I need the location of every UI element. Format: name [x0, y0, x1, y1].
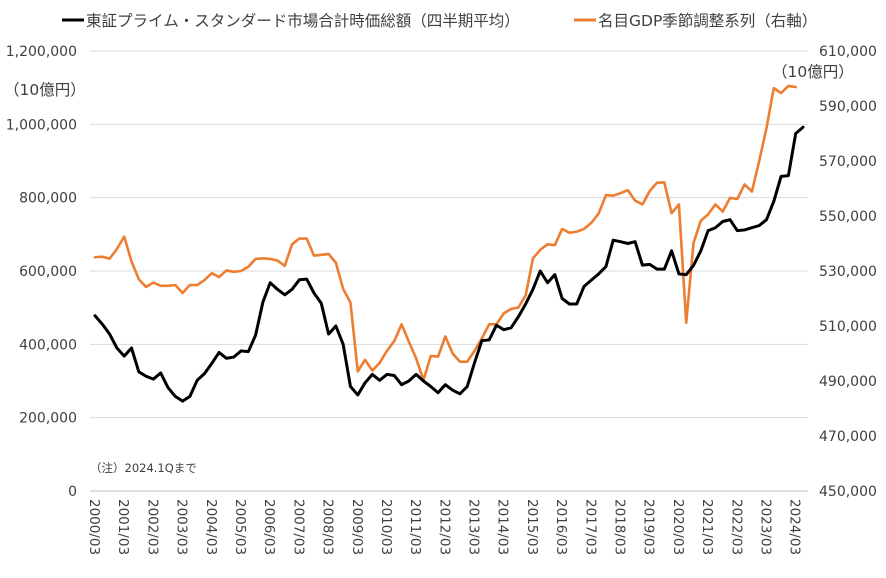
right-tick-label: 470,000: [819, 429, 877, 445]
x-tick-label: 2019/03: [641, 499, 657, 555]
right-tick-label: 570,000: [819, 154, 877, 170]
x-axis-tick-labels: 2000/03 2001/03 2002/03 2003/03 2004/03 2005/…: [86, 499, 803, 555]
x-tick-label: 2011/03: [407, 499, 423, 555]
footnote: （注）2024.1Qまで: [90, 461, 197, 475]
x-tick-label: 2006/03: [261, 499, 277, 555]
right-tick-label: 450,000: [819, 484, 877, 500]
x-tick-label: 2001/03: [115, 499, 131, 555]
x-tick-label: 2000/03: [86, 499, 102, 555]
right-tick-label: 530,000: [819, 264, 877, 280]
left-tick-label: 1,200,000: [6, 44, 77, 60]
x-tick-label: 2018/03: [612, 499, 628, 555]
x-tick-label: 2008/03: [320, 499, 336, 555]
right-axis-tick-labels: 450,000 470,000 490,000 510,000 530,000 550,0…: [819, 44, 877, 500]
x-tick-label: 2012/03: [436, 499, 452, 555]
x-tick-label: 2021/03: [699, 499, 715, 555]
right-tick-label: 550,000: [819, 209, 877, 225]
x-tick-label: 2022/03: [728, 499, 744, 555]
x-tick-label: 2002/03: [144, 499, 160, 555]
horizontal-gridlines: [90, 50, 808, 419]
x-tick-label: 2024/03: [787, 499, 803, 555]
left-tick-label: 400,000: [19, 337, 77, 353]
x-tick-label: 2023/03: [758, 499, 774, 555]
left-tick-label: 1,000,000: [6, 117, 77, 133]
series-lines: [93, 84, 805, 403]
legend-label-gdp: 名目GDP季節調整系列（右軸）: [598, 12, 817, 30]
x-tick-label: 2020/03: [670, 499, 686, 555]
x-tick-label: 2015/03: [524, 499, 540, 555]
x-tick-label: 2007/03: [290, 499, 306, 555]
right-axis-unit: （10億円）: [772, 63, 854, 81]
legend-label-market-cap: 東証プライム・スタンダード市場合計時価総額（四半期平均）: [86, 12, 520, 30]
legend: 東証プライム・スタンダード市場合計時価総額（四半期平均） 名目GDP季節調整系列…: [62, 12, 817, 30]
series-line-nominal-gdp: [93, 84, 798, 382]
left-axis-unit: （10億円）: [4, 81, 86, 99]
right-tick-label: 510,000: [819, 319, 877, 335]
right-tick-label: 610,000: [819, 44, 877, 60]
x-tick-label: 2016/03: [553, 499, 569, 555]
x-tick-label: 2003/03: [174, 499, 190, 555]
x-tick-label: 2009/03: [349, 499, 365, 555]
x-tick-label: 2004/03: [203, 499, 219, 555]
left-tick-label: 0: [68, 484, 77, 500]
series-line-market-cap: [93, 125, 805, 403]
left-tick-label: 200,000: [19, 411, 77, 427]
left-tick-label: 800,000: [19, 191, 77, 207]
right-tick-label: 590,000: [819, 99, 877, 115]
right-tick-label: 490,000: [819, 374, 877, 390]
x-tick-label: 2017/03: [582, 499, 598, 555]
x-tick-label: 2005/03: [232, 499, 248, 555]
x-tick-label: 2013/03: [466, 499, 482, 555]
left-axis-tick-labels: 0 200,000 400,000 600,000 800,000 1,000,000 1,…: [6, 44, 77, 500]
left-tick-label: 600,000: [19, 264, 77, 280]
x-tick-label: 2010/03: [378, 499, 394, 555]
x-tick-label: 2014/03: [495, 499, 511, 555]
